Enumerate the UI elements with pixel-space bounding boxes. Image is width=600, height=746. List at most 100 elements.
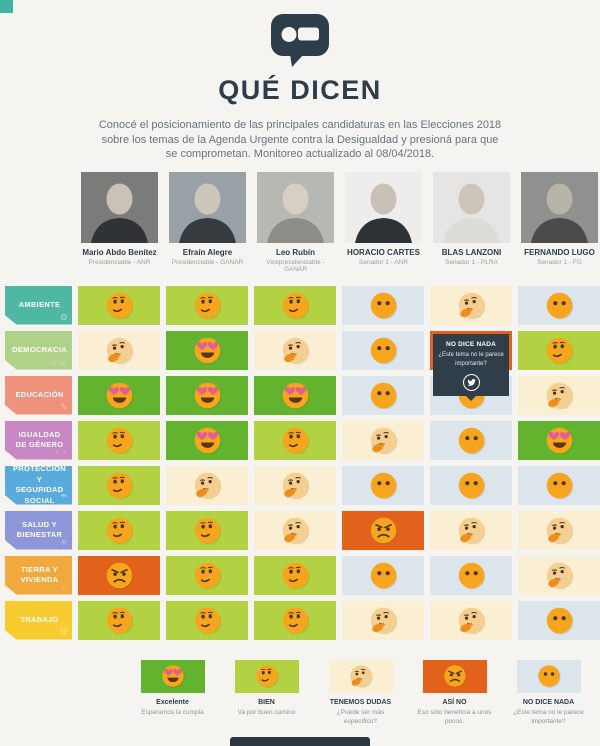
candidate-card[interactable]: HORACIO CARTES Senador 1 - ANR [345,171,422,273]
matrix-cell[interactable] [78,330,160,370]
emoji-bien [546,337,572,363]
matrix-cell[interactable] [166,330,248,370]
matrix-cell[interactable] [166,600,248,640]
matrix-cell[interactable] [78,285,160,325]
candidate-name: HORACIO CARTES [347,247,420,257]
emoji-dudas [546,382,572,408]
people-icon: ☺☺ [49,356,68,367]
legend: Excelente Esperamos la cumpla BIEN Va por b… [134,659,600,726]
emoji-dudas [458,517,484,543]
hammer-icon: ⚒ [59,626,68,637]
emoji-bien [194,517,220,543]
matrix-cell[interactable] [166,465,248,505]
matrix-cell[interactable] [518,420,600,460]
matrix-cell[interactable] [254,510,336,550]
matrix-cell[interactable] [166,555,248,595]
candidate-role: Presidenciable - GANAR [171,258,244,266]
matrix-cell[interactable] [254,600,336,640]
matrix-cell[interactable] [430,285,512,325]
matrix-cell[interactable] [166,375,248,415]
matrix-cell[interactable] [342,375,424,415]
candidate-card[interactable]: FERNANDO LUGO Senador 1 - FG [521,171,598,273]
tooltip-text: ¿Este tema no le parece importante? [438,351,504,367]
matrix-cell[interactable] [342,600,424,640]
candidate-card[interactable]: Efraín Alegre Presidenciable - GANAR [169,171,246,273]
candidate-name: Mario Abdo Benítez [82,247,157,257]
legend-item: ASÍ NO Eso sólo beneficia a unos pocos. [416,659,493,726]
matrix-cell[interactable] [430,465,512,505]
matrix-cell[interactable] [430,555,512,595]
matrix-cell[interactable] [430,510,512,550]
matrix-cell[interactable] [166,285,248,325]
emoji-dudas [282,337,308,363]
emoji-dudas [458,292,484,318]
matrix-cell[interactable] [342,465,424,505]
matrix-cell[interactable] [78,555,160,595]
matrix-cell[interactable] [342,420,424,460]
emoji-excelente [161,665,184,687]
emoji-dudas [458,607,484,633]
matrix-cell[interactable] [518,600,600,640]
speech-bubble-logo-icon [271,14,329,67]
candidate-card[interactable]: BLAS LANZONI Senador 1 - PLRA [433,171,510,273]
matrix-cell[interactable] [518,375,600,415]
legend-caption: ¿Este tema no le parece importante? [513,708,584,725]
pencil-icon: ✎ [60,401,68,412]
matrix-cell[interactable] [254,330,336,370]
plant-icon: ✿ [60,311,68,322]
topic-label: AMBIENTE ✿ [5,285,72,325]
candidate-photo [257,171,334,243]
candidate-card[interactable]: Leo Rubín Vicepresidenciable - GANAR [257,171,334,273]
candidates-row: Mario Abdo Benítez Presidenciable - ANR Ef… [81,171,600,273]
matrix-cell[interactable] [342,330,424,370]
matrix-cell[interactable] [342,510,424,550]
matrix-cell[interactable] [78,600,160,640]
matrix-cell[interactable] [430,420,512,460]
page-title: QUÉ DICEN [218,75,382,105]
matrix-cell[interactable] [78,510,160,550]
candidate-portrait [81,171,158,243]
matrix-cell[interactable] [254,375,336,415]
candidate-card[interactable]: Mario Abdo Benítez Presidenciable - ANR [81,171,158,273]
matrix-cell[interactable] [254,420,336,460]
emoji-bien [282,607,308,633]
twitter-share-button[interactable] [462,373,480,391]
matrix-cell[interactable] [254,465,336,505]
emoji-asino [106,562,132,588]
legend-caption: ¿Puede ser más específico? [336,708,385,725]
matrix-cell[interactable] [518,465,600,505]
topic-label-text: TIERRA Y VIVIENDA [20,564,59,585]
matrix-cell[interactable] [342,555,424,595]
matrix-cell[interactable] [254,555,336,595]
emoji-dudas [546,562,572,588]
matrix-cell[interactable] [166,510,248,550]
matrix-cell[interactable] [78,420,160,460]
matrix-cell[interactable] [430,600,512,640]
matrix-cell[interactable] [518,555,600,595]
topic-label: EDUCACIÓN ✎ [5,375,72,415]
matrix-cell[interactable] [254,285,336,325]
emoji-nada [546,472,572,498]
legend-item: NO DICE NADA ¿Este tema no le parece impo… [510,659,587,726]
corner-accent [0,0,13,13]
matrix-cell[interactable] [78,375,160,415]
legend-item: Excelente Esperamos la cumpla [134,659,211,726]
emoji-bien [106,472,132,498]
umbrella-icon: ☂ [59,491,68,502]
topic-label-text: IGUALDAD DE GÉNERO [15,429,64,450]
candidate-portrait [169,171,246,243]
emoji-nada [370,337,396,363]
emoji-asino [370,517,396,543]
candidate-photo [521,171,598,243]
matrix-cell[interactable] [78,465,160,505]
matrix-cell[interactable] [342,285,424,325]
matrix-cell[interactable] [518,285,600,325]
matrix-cell[interactable] [166,420,248,460]
emoji-dudas [282,517,308,543]
topic-label-text: SALUD Y BIENESTAR [16,519,63,540]
matrix-cell[interactable] [518,330,600,370]
emoji-dudas [370,607,396,633]
emoji-bien [282,427,308,453]
candidate-name: Leo Rubín [275,247,316,257]
matrix-cell[interactable] [518,510,600,550]
